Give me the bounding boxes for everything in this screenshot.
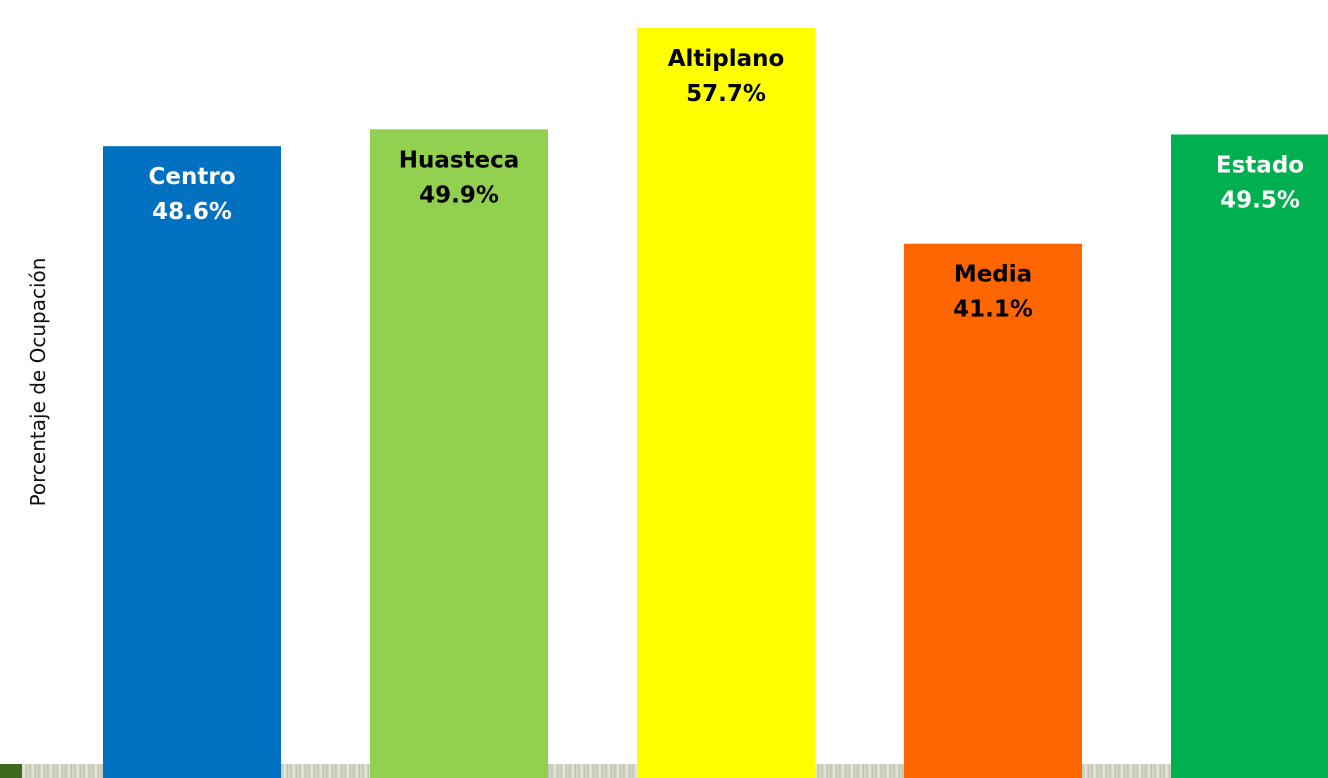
y-axis-label: Porcentaje de Ocupación [26, 257, 50, 507]
bar-value-label: 49.9% [419, 182, 499, 208]
bar-centro [103, 146, 281, 778]
bar-category-label: Estado [1216, 153, 1304, 179]
bar-huasteca [370, 129, 548, 778]
bar-media [904, 243, 1082, 778]
bar-value-label: 57.7% [686, 81, 766, 107]
footer-accent-block [0, 764, 22, 778]
bar-estado [1171, 134, 1328, 778]
bar-value-label: 41.1% [953, 297, 1033, 323]
bar-value-label: 48.6% [152, 199, 232, 225]
bar-category-label: Altiplano [668, 46, 785, 72]
bar-altiplano [637, 27, 815, 778]
bar-category-label: Centro [149, 164, 236, 190]
bar-category-label: Media [954, 262, 1032, 288]
bar-category-label: Huasteca [399, 147, 520, 173]
bar-value-label: 49.5% [1220, 188, 1300, 214]
